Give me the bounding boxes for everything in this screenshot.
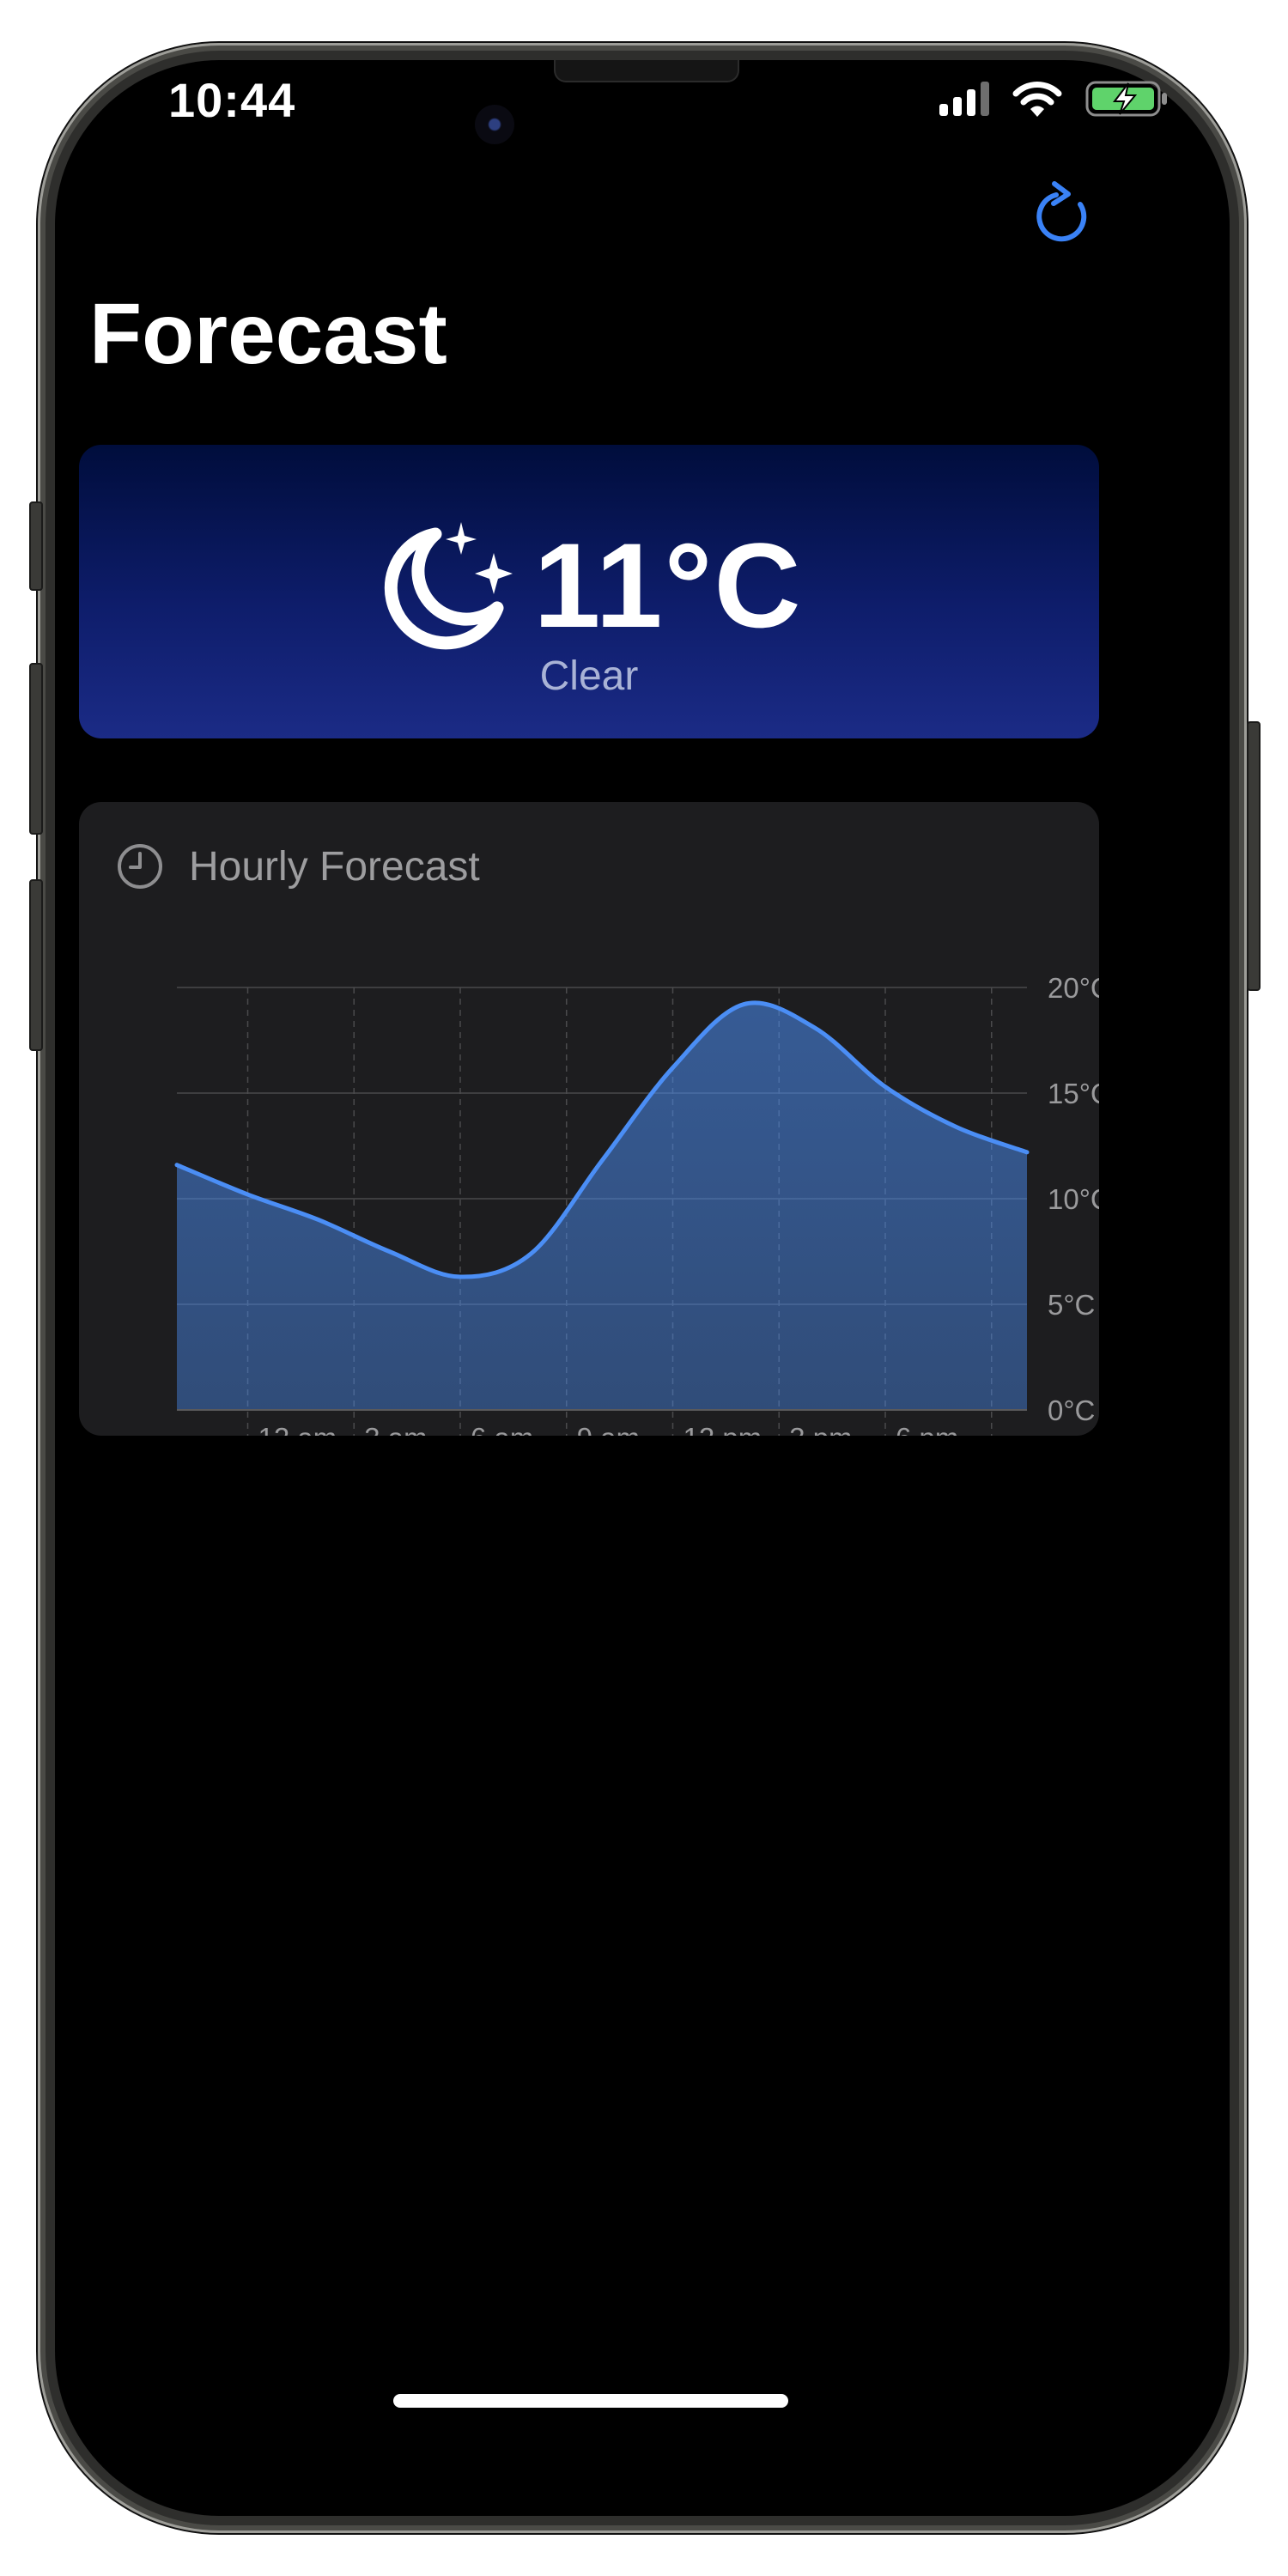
hourly-forecast-card: 0°C 5°C 10°C 15°C 20°C 12 am 3 am 6 am 9 am 12 pm… xyxy=(79,802,1099,1436)
current-temperature: 11°C xyxy=(533,518,803,653)
battery-charging-icon xyxy=(1085,81,1167,117)
status-icons xyxy=(939,79,1170,118)
hourly-title: Hourly Forecast xyxy=(189,843,480,890)
cellular-signal-icon xyxy=(939,82,989,116)
x-tick-label: 3 pm xyxy=(789,1422,852,1436)
wifi-icon xyxy=(1012,82,1062,117)
moon-stars-icon xyxy=(385,522,513,650)
current-weather-card: 11°C Clear xyxy=(79,445,1099,738)
x-tick-label: 9 am xyxy=(577,1422,640,1436)
current-condition: Clear xyxy=(539,653,639,699)
mute-switch xyxy=(29,501,43,591)
x-tick-label: 3 am xyxy=(364,1422,427,1436)
front-camera xyxy=(475,105,514,144)
status-time: 10:44 xyxy=(168,73,296,127)
temperature-line xyxy=(174,1000,1030,1279)
y-tick-label: 15°C xyxy=(1048,1078,1099,1109)
hourly-chart: 0°C 5°C 10°C 15°C 20°C 12 am 3 am 6 am 9 am 12 pm… xyxy=(174,972,1099,1436)
y-tick-label: 0°C xyxy=(1048,1394,1095,1426)
x-tick-label: 12 am xyxy=(258,1422,337,1436)
x-tick-label: 6 am xyxy=(471,1422,533,1436)
volume-up-button xyxy=(29,663,43,835)
clock-icon xyxy=(118,844,162,889)
arrow-clockwise-icon[interactable] xyxy=(1030,180,1099,249)
page-title: Forecast xyxy=(89,286,447,382)
current-weather-row: 11°C xyxy=(79,513,1099,658)
y-tick-label: 20°C xyxy=(1048,972,1099,1004)
power-button xyxy=(1247,721,1261,991)
x-tick-label: 12 pm xyxy=(683,1422,762,1436)
temperature-area xyxy=(177,1002,1027,1410)
home-indicator[interactable] xyxy=(393,2394,788,2408)
x-tick-label: ... xyxy=(1002,1422,1026,1436)
x-tick-label: 6 pm xyxy=(896,1422,958,1436)
y-tick-label: 5°C xyxy=(1048,1289,1095,1321)
volume-down-button xyxy=(29,879,43,1051)
speaker-grille xyxy=(554,60,739,82)
y-tick-label: 10°C xyxy=(1048,1183,1099,1215)
hourly-header: Hourly Forecast xyxy=(115,841,480,891)
